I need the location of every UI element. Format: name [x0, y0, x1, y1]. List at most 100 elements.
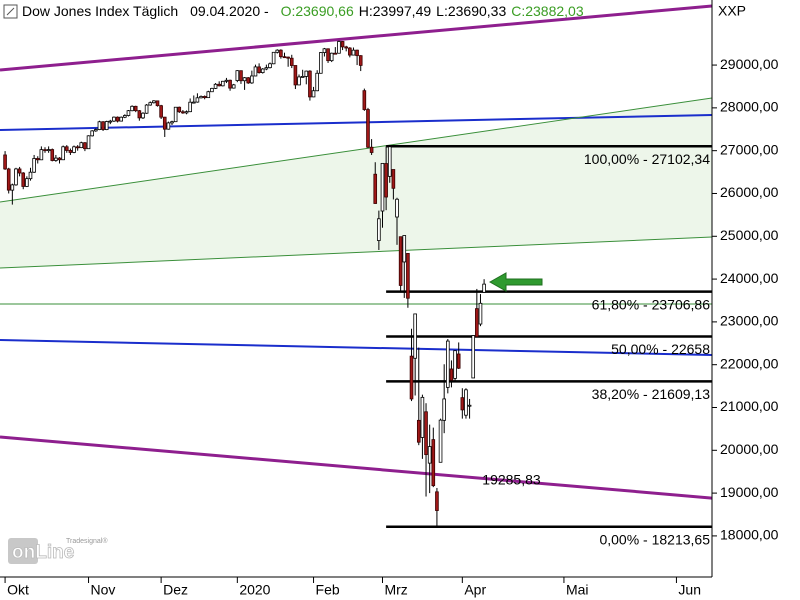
candle-body: [68, 150, 73, 153]
logo-main: onLine: [12, 542, 74, 563]
candle-body: [202, 96, 207, 99]
y-tick-label: 24000,00: [720, 270, 779, 286]
x-tick-label: Feb: [316, 582, 340, 598]
candle-body: [264, 67, 269, 70]
candle-body: [14, 168, 18, 186]
fib-level-label: 100,00% - 27102,34: [584, 151, 710, 167]
x-tick-label: Mrz: [384, 582, 407, 598]
candle-body: [453, 350, 457, 379]
fib-level-label: 50,00% - 22658: [611, 341, 710, 357]
y-tick-label: 25000,00: [720, 227, 779, 243]
logo-small: Tradesignal®: [66, 537, 108, 545]
trend-line: [0, 339, 712, 357]
candle-body: [431, 439, 436, 487]
candle-body: [300, 76, 305, 78]
y-tick-label: 29000,00: [720, 56, 779, 72]
candle-body: [369, 146, 374, 153]
candle-body: [377, 218, 381, 241]
candle-body: [304, 70, 309, 77]
candle-body: [467, 404, 472, 407]
trend-line: [0, 97, 712, 203]
candle-body: [43, 149, 47, 152]
candle-body: [326, 48, 330, 62]
candle-body: [358, 55, 363, 66]
candle-body: [3, 154, 7, 170]
candle-body: [416, 419, 421, 443]
candle-body: [446, 340, 450, 388]
y-tick-label: 23000,00: [720, 313, 779, 329]
y-tick-label: 26000,00: [720, 184, 779, 200]
candle-body: [242, 77, 247, 82]
trend-line: [0, 435, 712, 500]
header-value: O:23690,66: [281, 3, 354, 19]
trend-line: [0, 4, 712, 72]
candle-body: [293, 65, 298, 86]
candle-body: [101, 121, 105, 131]
candle-body: [10, 184, 15, 191]
candle-body: [355, 49, 359, 57]
candle-body: [54, 157, 58, 161]
candle-body: [217, 83, 221, 87]
candle-body: [75, 146, 80, 149]
plot-area: [0, 4, 712, 529]
fib-level-label: 38,20% - 21609,13: [592, 386, 711, 402]
x-tick-label: Dez: [163, 582, 188, 598]
candle-body: [184, 111, 189, 114]
candle-body: [61, 146, 65, 161]
candle-body: [64, 146, 69, 151]
chart-header: Dow Jones Index Täglich 09.04.2020 - O:2…: [22, 3, 584, 19]
candle-body: [366, 109, 370, 148]
candle-body: [340, 41, 345, 48]
candle-body: [6, 168, 11, 191]
candle-body: [286, 56, 290, 59]
candle-body: [246, 77, 251, 84]
candle-body: [166, 122, 171, 130]
candle-body: [181, 111, 185, 114]
x-tick-label: 2020: [239, 582, 270, 598]
header-icon: [3, 4, 18, 19]
candle-body: [191, 101, 196, 104]
header-value: L:23690,33: [436, 3, 506, 19]
candle-body: [482, 283, 486, 293]
candle-body: [195, 97, 200, 103]
candle-body: [282, 56, 287, 59]
candle-body: [35, 158, 40, 161]
candle-body: [79, 142, 84, 149]
candle-body: [260, 68, 265, 73]
candle-body: [464, 389, 468, 416]
candle-body: [177, 106, 182, 113]
x-tick-label: Apr: [464, 582, 486, 598]
y-tick-label: 21000,00: [720, 398, 779, 414]
candle-body: [271, 51, 276, 65]
chart-date: 09.04.2020 -: [190, 3, 269, 19]
candle-body: [384, 163, 388, 198]
candle-body: [115, 116, 120, 122]
header-value: H:23997,49: [359, 3, 432, 19]
candle-body: [188, 101, 192, 113]
trend-line: [0, 236, 712, 269]
candle-body: [86, 135, 91, 150]
candle-body: [387, 146, 392, 177]
candle-body: [170, 121, 174, 124]
logo-box: [8, 538, 38, 564]
candle-body: [123, 115, 127, 118]
candle-body: [155, 100, 160, 107]
candle-body: [449, 368, 454, 381]
candle-body: [159, 105, 163, 118]
candle-body: [460, 397, 465, 411]
annotation: 19285,83: [482, 472, 541, 488]
candle-body: [17, 168, 22, 174]
candle-body: [322, 48, 327, 54]
candle-body: [420, 396, 425, 438]
candle-body: [25, 178, 29, 187]
arrow: [488, 272, 543, 292]
candle-body: [279, 49, 283, 58]
candle-body: [94, 129, 98, 132]
candle-body: [337, 41, 341, 54]
candle-body: [152, 100, 156, 104]
shaded-channel: [0, 98, 712, 269]
y-tick-label: 19000,00: [720, 484, 779, 500]
candle-body: [221, 80, 225, 87]
